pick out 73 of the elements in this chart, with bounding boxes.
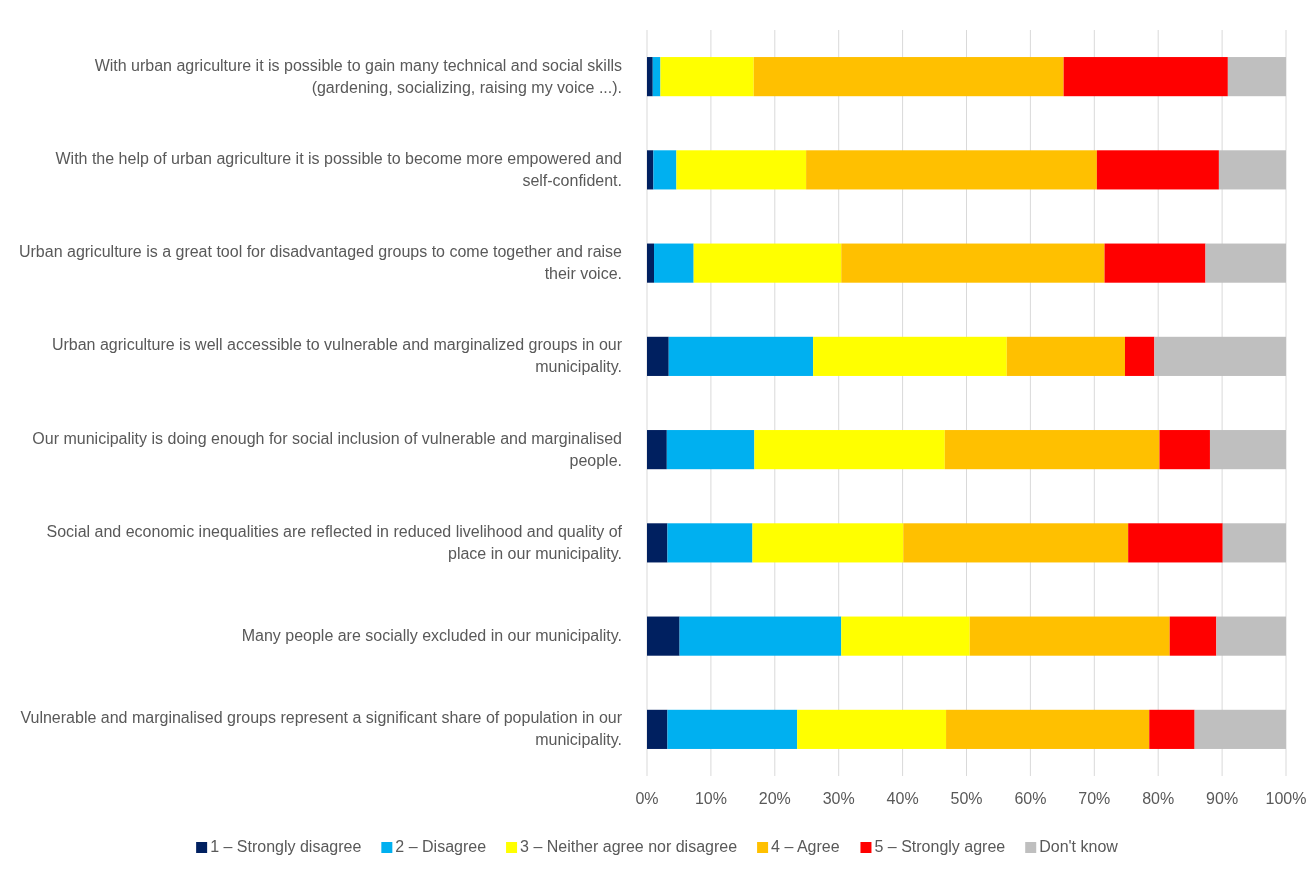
x-tick-label: 90%	[1206, 790, 1239, 807]
bar	[944, 430, 1160, 470]
bar	[1222, 523, 1286, 563]
bar	[647, 430, 667, 470]
bar	[1063, 57, 1228, 97]
y-tick-label: With the help of urban agriculture it is possible to become more empowered and self-confident.	[55, 149, 622, 189]
y-tick-label: Social and economic inequalities are reflected in reduced livelihood and quality of place in our municipality.	[46, 522, 623, 562]
x-tick-label: 30%	[822, 790, 855, 807]
bar	[1205, 243, 1286, 283]
bar	[647, 523, 668, 563]
x-tick-label: 0%	[635, 790, 659, 807]
bar	[1149, 709, 1195, 749]
x-tick-label: 100%	[1265, 790, 1307, 807]
bar	[693, 243, 842, 283]
bar	[652, 57, 661, 97]
bar	[653, 150, 677, 190]
bar	[797, 709, 947, 749]
bar	[1218, 150, 1286, 190]
bar	[806, 150, 1097, 190]
bar	[647, 150, 654, 190]
bar	[647, 709, 668, 749]
bar	[1194, 709, 1286, 749]
y-tick-label: Our municipality is doing enough for social inclusion of vulnerable and marginalised people.	[32, 429, 622, 469]
bar	[647, 57, 653, 97]
bar	[1124, 336, 1155, 376]
bar	[1159, 430, 1210, 470]
bar	[647, 336, 669, 376]
bar	[1128, 523, 1223, 563]
y-tick-label: Urban agriculture is well accessible to vulnerable and marginalized groups in our municipality.	[51, 336, 623, 376]
bar	[654, 243, 694, 283]
bar	[647, 243, 655, 283]
x-tick-label: 40%	[886, 790, 919, 807]
bar	[1104, 243, 1206, 283]
x-tick-label: 20%	[758, 790, 791, 807]
x-tick-label: 50%	[950, 790, 983, 807]
bar	[1006, 336, 1125, 376]
bar	[753, 57, 1064, 97]
bar	[660, 57, 754, 97]
legend-label: 5 – Strongly agree	[874, 838, 1006, 855]
y-tick-label: Urban agriculture is a great tool for disadvantaged groups to come together and raise their voice.	[18, 243, 623, 283]
y-tick-label: Vulnerable and marginalised groups represent a significant share of population in our municipality.	[20, 709, 623, 749]
legend-label: 2 – Disagree	[395, 838, 487, 855]
bar	[754, 430, 945, 470]
bar	[667, 523, 753, 563]
bar	[666, 430, 755, 470]
bar	[676, 150, 807, 190]
legend-label: 4 – Agree	[771, 838, 840, 855]
bar	[667, 709, 798, 749]
bar	[946, 709, 1150, 749]
bar	[1096, 150, 1219, 190]
bar	[647, 616, 680, 656]
legend-label: 3 – Neither agree nor disagree	[520, 838, 738, 855]
bar	[841, 243, 1105, 283]
x-tick-label: 70%	[1078, 790, 1111, 807]
bar	[679, 616, 842, 656]
bar	[1154, 336, 1286, 376]
x-tick-label: 60%	[1014, 790, 1047, 807]
x-tick-label: 10%	[694, 790, 727, 807]
bar	[1209, 430, 1286, 470]
bar	[1169, 616, 1217, 656]
bar	[668, 336, 814, 376]
bar	[903, 523, 1129, 563]
bar	[841, 616, 970, 656]
bar	[1227, 57, 1286, 97]
legend-label: Don't know	[1039, 838, 1119, 855]
x-tick-label: 80%	[1142, 790, 1175, 807]
legend-label: 1 – Strongly disagree	[210, 838, 362, 855]
y-tick-label: Many people are socially excluded in our municipality.	[241, 627, 622, 645]
bar	[752, 523, 904, 563]
bar	[813, 336, 1007, 376]
y-tick-label: With urban agriculture it is possible to gain many technical and social skills (gardening, socializing, raising my voice ...).	[94, 56, 622, 96]
bar	[1216, 616, 1286, 656]
bar	[969, 616, 1170, 656]
